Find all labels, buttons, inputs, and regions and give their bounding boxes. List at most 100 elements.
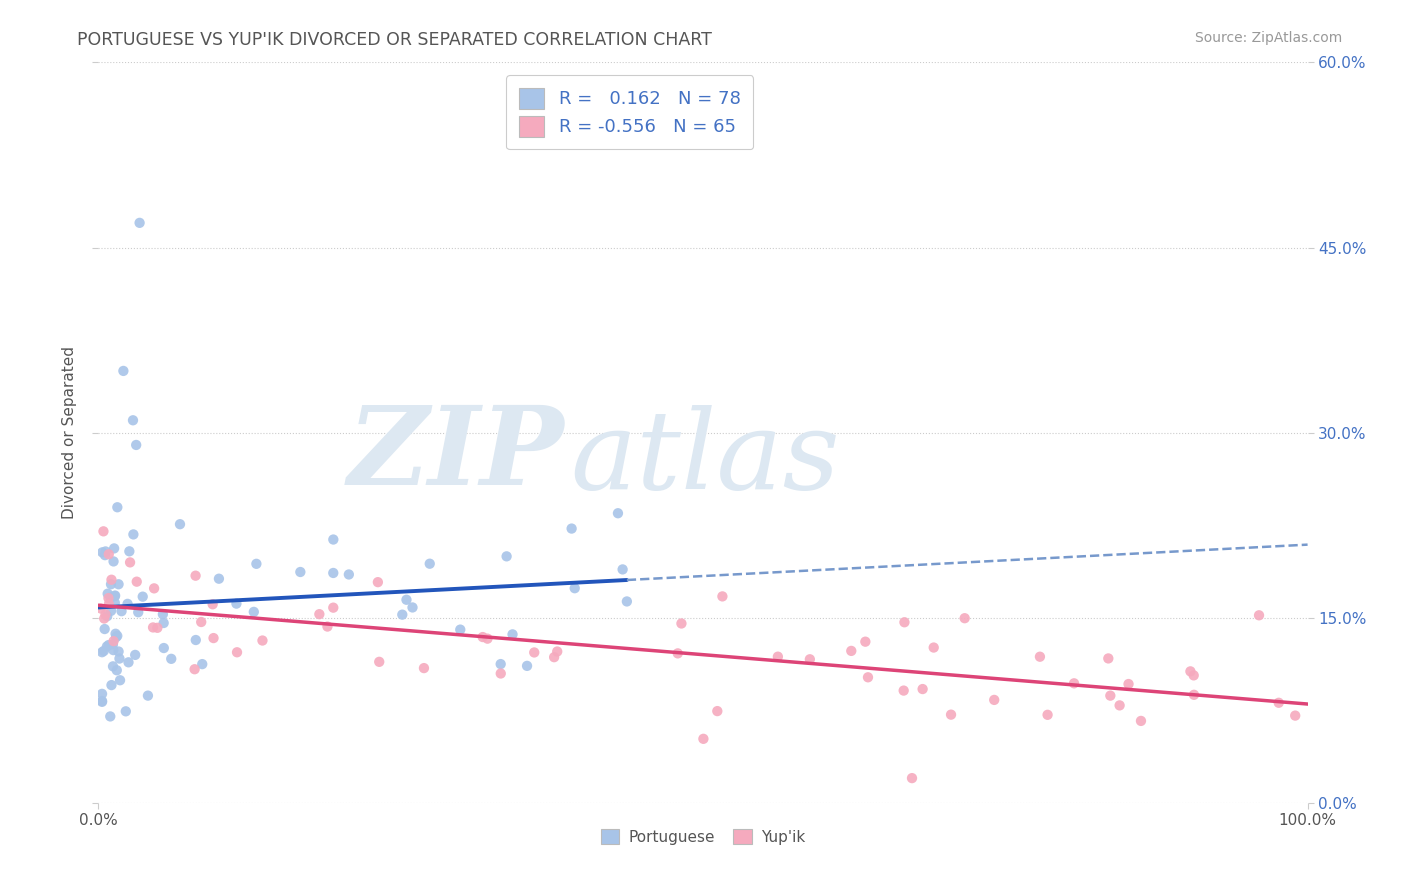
Point — [516, 658, 538, 673]
Point — [202, 631, 225, 645]
Point — [127, 605, 149, 619]
Point — [449, 623, 471, 637]
Point — [125, 438, 148, 452]
Point — [100, 577, 122, 591]
Point — [103, 541, 125, 556]
Point — [94, 544, 117, 558]
Point — [143, 582, 166, 596]
Point — [114, 704, 136, 718]
Point — [391, 607, 413, 622]
Point — [190, 615, 212, 629]
Point — [97, 638, 120, 652]
Text: ZIP: ZIP — [347, 401, 564, 508]
Point — [142, 620, 165, 634]
Point — [1180, 665, 1202, 679]
Point — [616, 594, 638, 608]
Point — [100, 604, 122, 618]
Point — [1284, 708, 1306, 723]
Point — [1130, 714, 1153, 728]
Point — [290, 565, 312, 579]
Point — [91, 695, 114, 709]
Point — [322, 533, 344, 547]
Point — [308, 607, 330, 622]
Point — [495, 549, 517, 564]
Point — [401, 600, 423, 615]
Point — [893, 683, 915, 698]
Point — [100, 591, 122, 605]
Point — [91, 694, 114, 708]
Point — [97, 597, 120, 611]
Point — [243, 605, 266, 619]
Point — [413, 661, 436, 675]
Point — [367, 575, 389, 590]
Point — [546, 644, 568, 658]
Point — [122, 527, 145, 541]
Point — [94, 548, 117, 562]
Point — [853, 634, 876, 648]
Point — [104, 589, 127, 603]
Point — [98, 709, 121, 723]
Point — [607, 506, 630, 520]
Point — [96, 640, 118, 654]
Point — [489, 666, 512, 681]
Point — [1099, 689, 1122, 703]
Point — [502, 627, 524, 641]
Point — [839, 644, 862, 658]
Point — [128, 216, 150, 230]
Point — [1182, 688, 1205, 702]
Point — [110, 604, 132, 618]
Point — [184, 633, 207, 648]
Legend: Portuguese, Yup'ik: Portuguese, Yup'ik — [595, 822, 811, 851]
Point — [477, 632, 499, 646]
Point — [322, 600, 344, 615]
Point — [395, 592, 418, 607]
Point — [922, 640, 945, 655]
Point — [94, 607, 117, 622]
Point — [100, 678, 122, 692]
Point — [108, 673, 131, 688]
Point — [489, 657, 512, 671]
Point — [1108, 698, 1130, 713]
Point — [201, 597, 224, 611]
Point — [100, 573, 122, 587]
Point — [1267, 696, 1289, 710]
Point — [105, 500, 128, 515]
Point — [316, 619, 339, 633]
Point — [368, 655, 391, 669]
Text: atlas: atlas — [569, 405, 839, 512]
Point — [105, 630, 128, 644]
Point — [1182, 668, 1205, 682]
Point — [1029, 649, 1052, 664]
Point — [561, 522, 583, 536]
Point — [245, 557, 267, 571]
Text: PORTUGUESE VS YUP'IK DIVORCED OR SEPARATED CORRELATION CHART: PORTUGUESE VS YUP'IK DIVORCED OR SEPARAT… — [77, 31, 713, 49]
Point — [856, 670, 879, 684]
Point — [225, 597, 247, 611]
Point — [104, 596, 127, 610]
Point — [183, 662, 205, 676]
Point — [117, 656, 139, 670]
Point — [104, 589, 127, 603]
Point — [226, 645, 249, 659]
Point — [101, 659, 124, 673]
Point — [107, 577, 129, 591]
Point — [93, 644, 115, 658]
Point — [90, 601, 112, 615]
Point — [612, 562, 634, 576]
Point — [671, 616, 693, 631]
Point — [337, 567, 360, 582]
Point — [101, 637, 124, 651]
Point — [799, 652, 821, 666]
Point — [711, 590, 734, 604]
Point — [152, 615, 174, 630]
Point — [322, 566, 344, 580]
Point — [118, 544, 141, 558]
Point — [191, 657, 214, 672]
Point — [96, 609, 118, 624]
Point — [419, 557, 441, 571]
Point — [103, 634, 125, 648]
Point — [766, 649, 789, 664]
Point — [132, 590, 155, 604]
Point — [184, 568, 207, 582]
Point — [152, 607, 174, 622]
